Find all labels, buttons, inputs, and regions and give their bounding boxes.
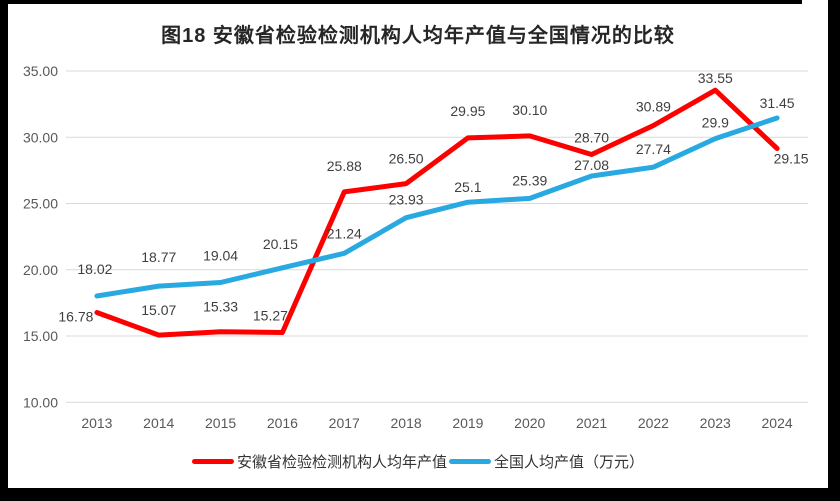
legend-swatch-anhui-red-line [191, 459, 234, 464]
legend: 安徽省检验检测机构人均年产值 全国人均产值（万元） [8, 451, 828, 472]
y-tick-label: 15.00 [23, 328, 58, 344]
data-label-series-1: 18.02 [77, 261, 112, 277]
x-tick-label: 2023 [700, 415, 731, 431]
data-label-series-1: 23.93 [389, 192, 424, 208]
data-label-series-1: 18.77 [141, 249, 176, 265]
data-label-series-0: 29.95 [450, 103, 485, 119]
data-label-series-0: 28.70 [574, 130, 609, 146]
data-label-series-0: 16.78 [58, 309, 93, 325]
data-label-series-0: 26.50 [389, 151, 424, 167]
data-label-series-0: 15.27 [253, 308, 288, 324]
y-tick-label: 25.00 [23, 196, 58, 212]
y-tick-label: 35.00 [23, 63, 58, 79]
legend-swatch-national-blue-line [449, 459, 491, 464]
legend-item-anhui: 安徽省检验检测机构人均年产值 [191, 451, 447, 472]
x-tick-label: 2021 [576, 415, 607, 431]
x-tick-label: 2013 [81, 415, 112, 431]
data-label-series-0: 30.89 [636, 99, 671, 115]
data-label-series-0: 33.55 [698, 70, 733, 86]
legend-item-national: 全国人均产值（万元） [449, 451, 644, 472]
x-axis-tick-labels: 2013 2014 2015 2016 2017 2018 2019 2020 2021 2022… [81, 415, 793, 431]
y-tick-label: 30.00 [23, 129, 58, 145]
x-tick-label: 2015 [205, 415, 236, 431]
series-line-0 [94, 87, 780, 338]
x-tick-label: 2024 [762, 415, 793, 431]
data-label-series-0: 30.10 [512, 102, 547, 118]
data-label-series-1: 25.39 [512, 172, 547, 188]
gridlines [66, 70, 808, 403]
series-line-1 [94, 115, 780, 299]
data-label-series-1: 31.45 [760, 95, 795, 111]
data-label-series-1: 27.74 [636, 141, 671, 157]
y-tick-label: 20.00 [23, 262, 58, 278]
x-tick-label: 2014 [143, 415, 174, 431]
data-label-series-0: 25.88 [327, 158, 362, 174]
x-tick-label: 2017 [329, 415, 360, 431]
x-tick-label: 2018 [391, 415, 422, 431]
x-tick-label: 2016 [267, 415, 298, 431]
data-label-series-1: 19.04 [203, 248, 238, 264]
x-tick-label: 2020 [514, 415, 545, 431]
chart-title: 图18 安徽省检验检测机构人均年产值与全国情况的比较 [161, 25, 675, 47]
data-label-series-0: 29.15 [774, 151, 809, 167]
data-label-series-1: 29.9 [702, 115, 729, 131]
data-label-series-0: 15.07 [141, 302, 176, 318]
x-tick-label: 2022 [638, 415, 669, 431]
y-axis-tick-labels: 35.00 30.00 25.00 20.00 15.00 10.00 [23, 63, 58, 410]
data-label-series-1: 25.1 [454, 179, 481, 195]
chart-panel: 图18 安徽省检验检测机构人均年产值与全国情况的比较 35.00 30.00 25.… [8, 0, 828, 488]
legend-label-national: 全国人均产值（万元） [494, 454, 645, 471]
data-label-series-1: 20.15 [263, 236, 298, 252]
data-labels: 16.78 15.07 15.33 15.27 25.88 26.50 29.95 30.10… [58, 70, 808, 324]
frame-top-border [0, 0, 802, 4]
y-tick-label: 10.00 [23, 394, 58, 410]
x-tick-label: 2019 [452, 415, 483, 431]
legend-label-anhui: 安徽省检验检测机构人均年产值 [236, 454, 447, 471]
data-label-series-0: 15.33 [203, 299, 238, 315]
data-label-series-1: 27.08 [574, 157, 609, 173]
data-label-series-1: 21.24 [327, 225, 362, 241]
